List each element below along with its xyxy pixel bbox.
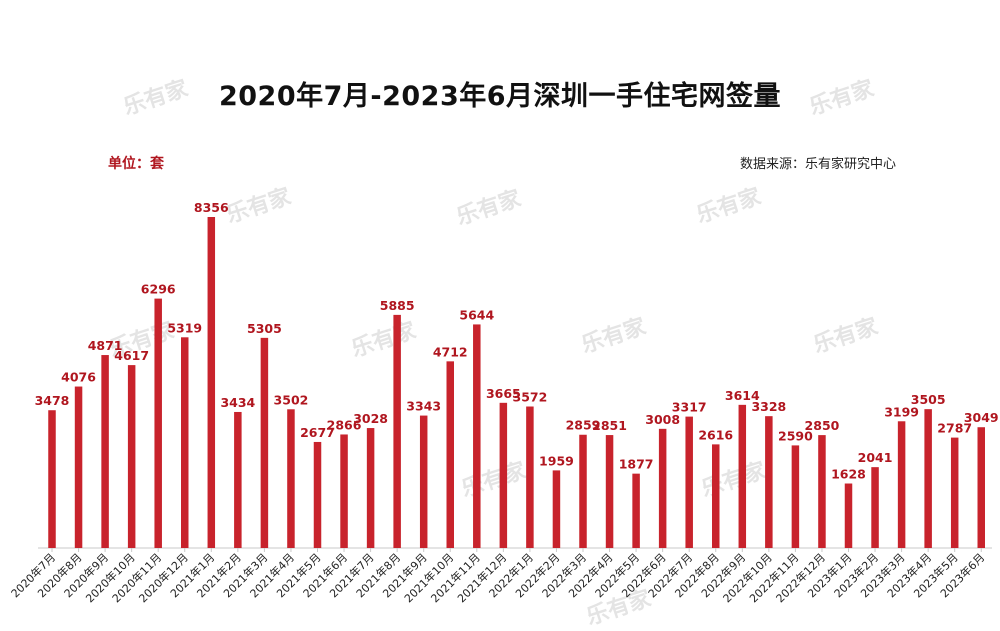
data-label: 2859 bbox=[566, 418, 601, 433]
bar bbox=[791, 445, 800, 548]
bar bbox=[658, 428, 667, 548]
data-label: 1959 bbox=[539, 453, 574, 468]
data-label: 1628 bbox=[831, 467, 866, 482]
chart-title: 2020年7月-2023年6月深圳一手住宅网签量 bbox=[218, 81, 782, 112]
bar bbox=[765, 416, 773, 548]
bar bbox=[393, 314, 401, 548]
bar bbox=[712, 444, 720, 548]
data-label: 5885 bbox=[380, 298, 415, 313]
data-label: 3434 bbox=[220, 395, 255, 410]
data-label: 2850 bbox=[805, 418, 840, 433]
data-label: 3502 bbox=[274, 392, 309, 407]
data-label: 3572 bbox=[513, 390, 548, 405]
data-label: 3505 bbox=[911, 392, 946, 407]
bar bbox=[605, 435, 614, 548]
bar bbox=[446, 361, 454, 548]
bar bbox=[207, 217, 216, 548]
data-label: 2787 bbox=[937, 421, 972, 436]
data-label: 4712 bbox=[433, 344, 468, 359]
data-label: 3317 bbox=[672, 400, 707, 415]
data-label: 8356 bbox=[194, 200, 229, 215]
bar bbox=[950, 437, 959, 548]
bar bbox=[340, 434, 348, 548]
bar bbox=[127, 365, 136, 548]
data-label: 3028 bbox=[353, 411, 388, 426]
bar bbox=[234, 411, 242, 548]
data-label: 1877 bbox=[619, 457, 654, 472]
bar bbox=[552, 470, 561, 548]
data-label: 3343 bbox=[406, 399, 441, 414]
data-label: 5644 bbox=[459, 307, 494, 322]
bar bbox=[579, 434, 587, 548]
bar bbox=[101, 355, 109, 548]
bar bbox=[499, 402, 508, 548]
data-label: 4617 bbox=[114, 348, 149, 363]
bar bbox=[526, 406, 534, 548]
data-label: 3478 bbox=[35, 393, 70, 408]
data-label: 2616 bbox=[698, 427, 733, 442]
data-label: 6296 bbox=[141, 282, 176, 297]
data-label: 5319 bbox=[167, 320, 202, 335]
bar bbox=[260, 337, 269, 548]
bar bbox=[74, 386, 83, 548]
bar-chart: 34782020年7月40762020年8月48712020年9月4617202… bbox=[8, 200, 999, 605]
bar bbox=[818, 435, 826, 548]
source-label: 数据来源：乐有家研究中心 bbox=[739, 157, 896, 172]
bar bbox=[632, 473, 640, 548]
chart-container: 2020年7月-2023年6月深圳一手住宅网签量 单位：套 数据来源：乐有家研究… bbox=[8, 76, 999, 630]
bar bbox=[48, 410, 56, 548]
bar bbox=[419, 415, 428, 548]
data-label: 3199 bbox=[884, 404, 919, 419]
data-label: 3008 bbox=[645, 412, 680, 427]
data-label: 3049 bbox=[964, 410, 999, 425]
bar bbox=[738, 404, 747, 548]
data-label: 2041 bbox=[858, 450, 893, 465]
bar bbox=[366, 428, 375, 548]
bar bbox=[181, 337, 189, 548]
data-label: 3614 bbox=[725, 388, 760, 403]
unit-label: 单位：套 bbox=[108, 156, 164, 172]
bar bbox=[287, 409, 295, 548]
bar bbox=[154, 298, 162, 548]
data-label: 2866 bbox=[327, 417, 362, 432]
bar bbox=[871, 467, 879, 548]
bar bbox=[685, 416, 693, 548]
bar bbox=[313, 441, 322, 548]
bar bbox=[473, 324, 481, 548]
bar bbox=[897, 421, 906, 548]
bar bbox=[844, 483, 853, 548]
data-label: 2851 bbox=[592, 418, 627, 433]
data-label: 4076 bbox=[61, 370, 96, 385]
bar bbox=[977, 427, 985, 548]
data-label: 2590 bbox=[778, 428, 813, 443]
bar bbox=[924, 409, 932, 548]
data-label: 3328 bbox=[751, 399, 786, 414]
data-label: 2677 bbox=[300, 425, 335, 440]
data-label: 3665 bbox=[486, 386, 521, 401]
data-label: 5305 bbox=[247, 321, 282, 336]
data-label: 4871 bbox=[88, 338, 123, 353]
